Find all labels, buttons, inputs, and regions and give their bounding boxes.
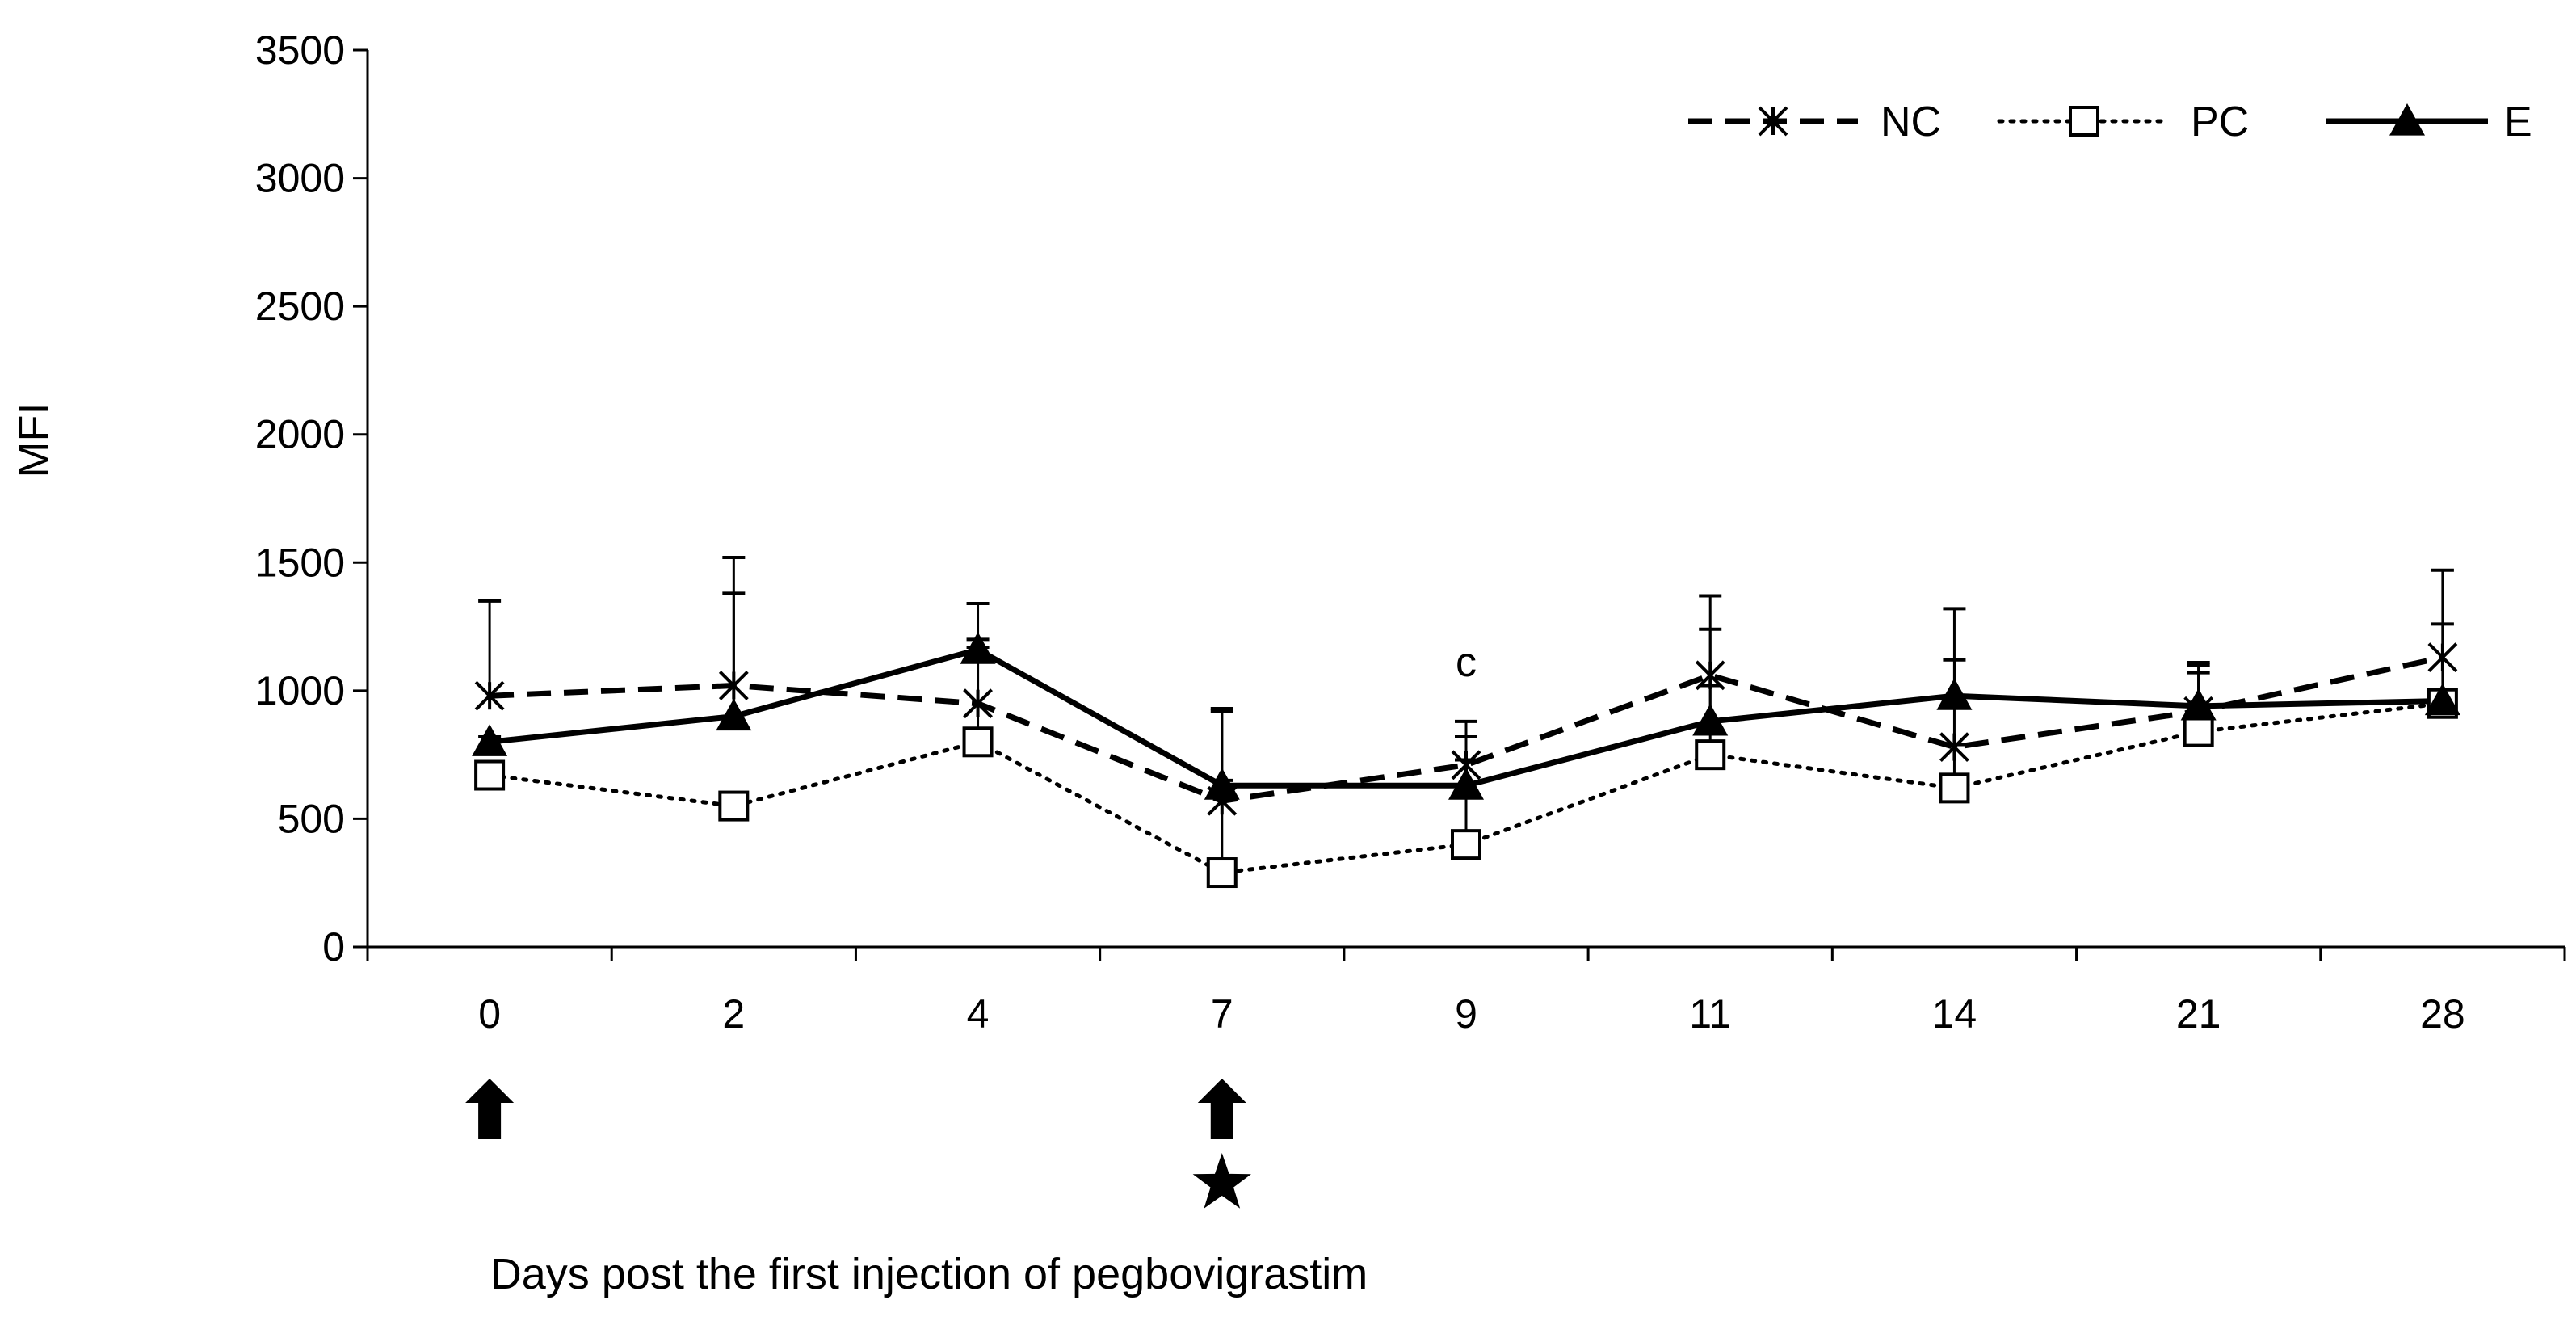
y-tick-label: 500 xyxy=(278,796,345,841)
series-line-nc xyxy=(489,654,2444,804)
y-tick-label: 3500 xyxy=(255,27,345,73)
data-point-e xyxy=(716,698,752,731)
y-tick-label: 0 xyxy=(322,924,345,970)
x-tick-label: 14 xyxy=(1932,991,1977,1037)
axes xyxy=(366,50,2565,949)
data-point-e xyxy=(2424,683,2460,716)
data-point-e xyxy=(1204,768,1240,800)
y-tick-label: 1000 xyxy=(255,668,345,713)
legend-marker-e xyxy=(2389,103,2425,136)
x-tick-label: 7 xyxy=(1211,991,1233,1037)
x-tick-label: 28 xyxy=(2420,991,2465,1037)
y-axis-title: MFI xyxy=(10,403,58,478)
data-point-e xyxy=(1448,768,1484,800)
legend: NC PC E xyxy=(1688,99,2532,145)
annotations: c xyxy=(1456,639,1477,686)
x-tick-label: 0 xyxy=(478,991,501,1037)
injection-markers xyxy=(465,1079,1251,1209)
data-point-nc xyxy=(2427,642,2458,673)
data-point-pc xyxy=(1695,739,1726,771)
legend-marker-pc xyxy=(2069,106,2099,137)
data-point-nc xyxy=(1939,732,1969,763)
legend-item-pc: PC xyxy=(1997,99,2249,145)
data-point-e xyxy=(1692,703,1729,736)
data-point-pc xyxy=(1939,772,1970,804)
data-point-e xyxy=(2180,688,2217,721)
y-tick-label: 2000 xyxy=(255,412,345,457)
data-point-nc xyxy=(474,680,505,711)
data-point-e xyxy=(960,632,996,664)
legend-label-e: E xyxy=(2504,99,2532,145)
y-axis-ticks: 0 500 1000 1500 2000 2500 3000 3500 xyxy=(255,27,368,970)
x-axis-title: Days post the first injection of pegbovi… xyxy=(490,1250,1368,1298)
data-point-e xyxy=(472,724,508,756)
data-point-nc xyxy=(718,671,749,700)
x-tick-label: 11 xyxy=(1689,991,1731,1037)
data-point-pc xyxy=(474,759,506,791)
x-axis-ticks: 0 2 4 7 9 11 14 21 28 xyxy=(366,947,2566,1037)
star-icon xyxy=(1192,1153,1251,1209)
data-point-pc xyxy=(718,790,750,822)
y-tick-label: 1500 xyxy=(255,540,345,585)
x-tick-label: 9 xyxy=(1455,991,1477,1037)
data-point-pc xyxy=(1451,829,1481,860)
up-arrow-icon xyxy=(1197,1079,1246,1139)
legend-label-pc: PC xyxy=(2191,99,2249,145)
data-point-nc xyxy=(1695,660,1725,691)
up-arrow-icon xyxy=(465,1079,515,1139)
legend-marker-nc xyxy=(1758,106,1788,137)
data-point-pc xyxy=(1206,857,1238,889)
data-point-e xyxy=(1936,678,1973,710)
x-tick-label: 2 xyxy=(722,991,745,1037)
legend-item-nc: NC xyxy=(1688,99,1941,145)
y-tick-label: 2500 xyxy=(255,284,345,329)
series-markers xyxy=(472,632,2460,889)
data-point-pc xyxy=(2183,716,2214,747)
legend-item-e: E xyxy=(2326,99,2532,145)
legend-label-nc: NC xyxy=(1881,99,1941,145)
data-point-pc xyxy=(962,726,994,758)
significance-annotation: c xyxy=(1456,639,1477,686)
x-tick-label: 21 xyxy=(2176,991,2221,1037)
x-tick-label: 4 xyxy=(967,991,990,1037)
y-tick-label: 3000 xyxy=(255,156,345,201)
data-point-nc xyxy=(963,688,993,719)
